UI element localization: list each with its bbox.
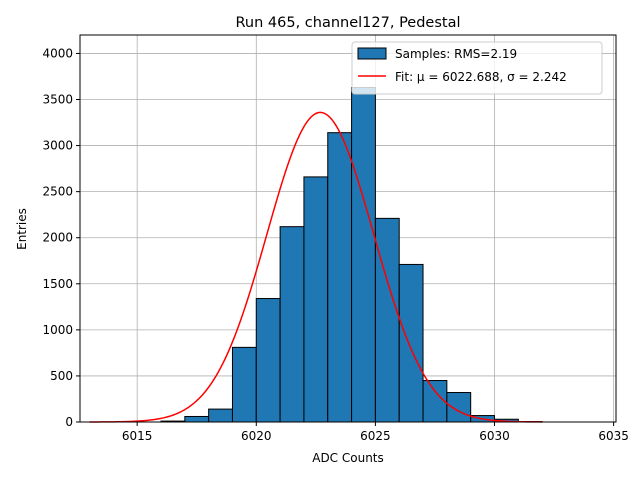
histogram-bar [280,227,304,422]
histogram-bar [209,409,233,422]
y-tick-label: 2000 [42,231,73,245]
y-tick-label: 1500 [42,277,73,291]
y-tick-label: 1000 [42,323,73,337]
chart-title: Run 465, channel127, Pedestal [235,15,460,31]
x-tick-label: 6025 [360,429,391,443]
histogram-bar [447,393,471,422]
x-axis-label: ADC Counts [312,451,384,465]
y-tick-label: 500 [50,369,73,383]
x-tick-label: 6020 [241,429,272,443]
legend-samples-label: Samples: RMS=2.19 [395,47,517,61]
x-tick-label: 6015 [122,429,153,443]
histogram-bar [185,416,209,422]
histogram-bar [352,88,376,422]
legend-fit-label: Fit: μ = 6022.688, σ = 2.242 [395,70,567,84]
histogram-bar [423,381,447,422]
histogram-bar [304,177,328,422]
histogram-bar [256,299,280,422]
y-tick-label: 2500 [42,185,73,199]
legend: Samples: RMS=2.19 Fit: μ = 6022.688, σ =… [352,42,602,94]
y-tick-label: 3000 [42,139,73,153]
histogram-bar [399,264,423,422]
histogram-bar [232,347,256,422]
y-tick-label: 0 [65,415,73,429]
y-tick-label: 3500 [42,93,73,107]
x-tick-label: 6035 [598,429,629,443]
histogram-bar [328,133,352,422]
x-tick-label: 6030 [479,429,510,443]
y-tick-label: 4000 [42,46,73,60]
y-axis-label: Entries [15,208,29,250]
histogram-bar [375,218,399,422]
legend-samples-swatch [358,48,386,59]
